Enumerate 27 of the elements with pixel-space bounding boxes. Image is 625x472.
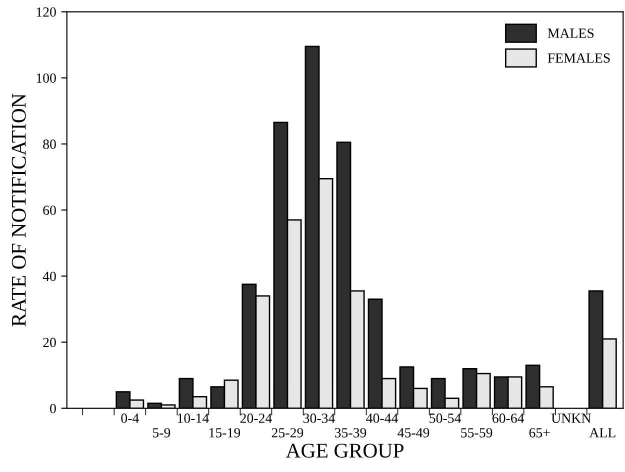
x-tick-label: 20-24 <box>240 414 272 423</box>
x-tick-label: 60-64 <box>492 414 524 423</box>
y-tick-label: 100 <box>36 73 56 83</box>
x-tick-label: 45-49 <box>398 428 430 438</box>
x-tick-label: 0-4 <box>121 414 139 423</box>
y-tick-label: 80 <box>43 140 56 149</box>
y-tick-label: 120 <box>36 7 56 17</box>
x-axis-title: AGE GROUP <box>286 444 404 458</box>
y-axis-title: RATE OF NOTIFICATION <box>12 94 26 326</box>
x-tick-label: 30-34 <box>303 414 335 423</box>
y-tick-label: 60 <box>43 206 56 215</box>
x-tick-label: 40-44 <box>366 414 398 423</box>
legend-label: MALES <box>548 28 594 38</box>
x-tick-label: UNKN <box>551 414 591 423</box>
x-tick-label: 50-54 <box>430 414 462 423</box>
legend-label: FEMALES <box>548 53 610 63</box>
y-tick-label: 20 <box>43 338 56 348</box>
y-tick-label: 0 <box>50 404 56 414</box>
y-tick-label: 40 <box>42 272 56 282</box>
x-tick-label: 10-14 <box>178 414 209 423</box>
x-tick-label: ALL <box>589 428 616 438</box>
x-tick-label: 35-39 <box>334 428 366 438</box>
x-tick-label: 5-9 <box>152 428 170 438</box>
x-tick-label: 55-59 <box>461 428 492 438</box>
x-tick-label: 15-19 <box>209 428 240 438</box>
x-tick-label: 65+ <box>529 428 550 438</box>
x-tick-label: 25-29 <box>272 428 304 438</box>
